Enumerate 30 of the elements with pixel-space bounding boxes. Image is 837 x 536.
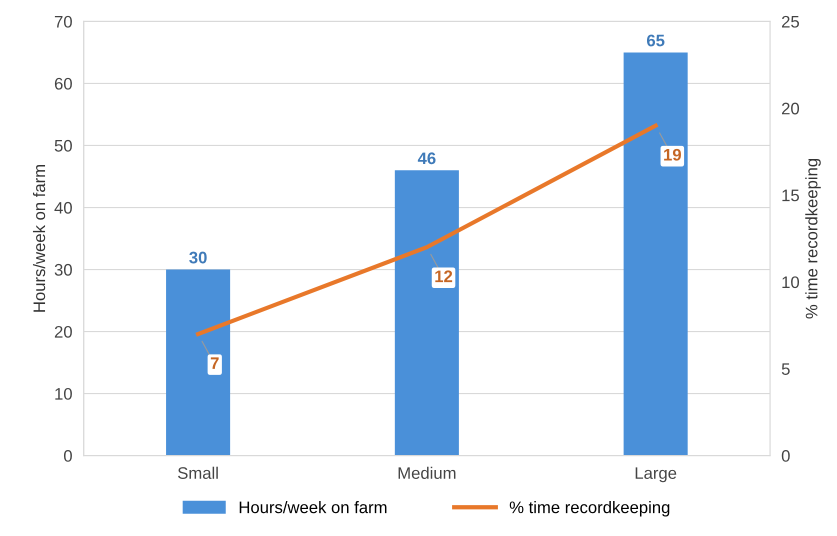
- data-label: 19: [664, 148, 681, 161]
- x-tick-label: Small: [178, 466, 218, 479]
- x-tick-label: Large: [636, 467, 676, 482]
- data-label: 46: [418, 152, 436, 164]
- y-tick-label: 20: [54, 326, 72, 338]
- bar: [394, 170, 459, 456]
- y-tick-label: 0: [64, 450, 72, 462]
- data-label: 65: [646, 34, 664, 46]
- bar: [166, 270, 230, 456]
- y2-tick-label: 5: [782, 363, 790, 375]
- data-label: 30: [189, 252, 207, 264]
- y-axis-title: Hours/week on farm: [32, 165, 46, 312]
- data-label: 7: [210, 357, 219, 369]
- y2-tick-label: 25: [782, 16, 799, 28]
- legend-label: Hours/week on farm: [240, 500, 386, 514]
- x-tick-label: Medium: [398, 466, 456, 479]
- y2-tick-label: 10: [782, 276, 800, 288]
- y2-axis-title: % time recordkeeping: [805, 158, 821, 319]
- data-label: 12: [435, 270, 452, 282]
- bar: [624, 52, 688, 456]
- y2-tick-label: 0: [782, 450, 790, 462]
- y-tick-label: 40: [54, 202, 72, 214]
- y-tick-label: 60: [54, 78, 72, 90]
- y2-tick-label: 20: [782, 102, 800, 114]
- y-tick-label: 10: [55, 388, 72, 400]
- legend-label: % time recordkeeping: [510, 500, 670, 517]
- y-tick-label: 70: [54, 16, 72, 28]
- y-tick-label: 30: [54, 264, 72, 276]
- y2-tick-label: 15: [782, 190, 799, 202]
- y-tick-label: 50: [54, 140, 72, 152]
